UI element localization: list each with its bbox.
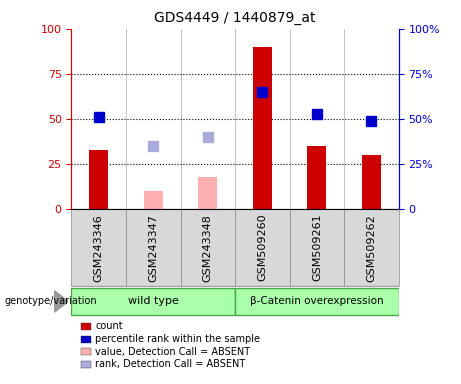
- Bar: [344, 209, 399, 286]
- Bar: [198, 177, 218, 209]
- Polygon shape: [54, 291, 68, 312]
- Text: GSM243346: GSM243346: [94, 214, 104, 281]
- Bar: [235, 209, 290, 286]
- Bar: [362, 155, 381, 209]
- Bar: [253, 47, 272, 209]
- Bar: [235, 288, 399, 315]
- Text: percentile rank within the sample: percentile rank within the sample: [95, 334, 260, 344]
- Text: GSM243347: GSM243347: [148, 214, 158, 281]
- Text: count: count: [95, 321, 123, 331]
- Text: GSM509260: GSM509260: [257, 214, 267, 281]
- Text: GSM509262: GSM509262: [366, 214, 377, 281]
- Bar: [126, 209, 181, 286]
- Bar: [181, 209, 235, 286]
- Bar: [89, 150, 108, 209]
- Bar: [144, 191, 163, 209]
- Bar: [71, 288, 235, 315]
- Text: value, Detection Call = ABSENT: value, Detection Call = ABSENT: [95, 347, 250, 357]
- Text: GSM509261: GSM509261: [312, 214, 322, 281]
- Text: genotype/variation: genotype/variation: [5, 296, 97, 306]
- Title: GDS4449 / 1440879_at: GDS4449 / 1440879_at: [154, 11, 316, 25]
- Text: β-Catenin overexpression: β-Catenin overexpression: [250, 296, 384, 306]
- Text: wild type: wild type: [128, 296, 179, 306]
- Text: GSM243348: GSM243348: [203, 214, 213, 281]
- Bar: [290, 209, 344, 286]
- Text: rank, Detection Call = ABSENT: rank, Detection Call = ABSENT: [95, 359, 246, 369]
- Bar: [71, 209, 126, 286]
- Bar: [307, 146, 326, 209]
